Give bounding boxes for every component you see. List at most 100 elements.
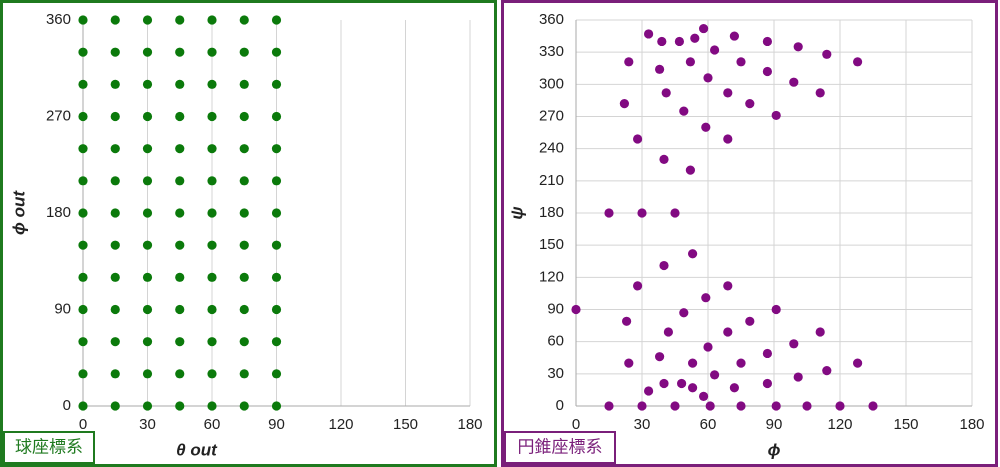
annotation: 球座標系: [15, 437, 83, 456]
point: [271, 15, 282, 25]
point: [659, 260, 669, 271]
point: [663, 327, 674, 337]
point: [729, 31, 740, 41]
point: [644, 386, 654, 396]
point: [271, 369, 282, 379]
point: [637, 401, 647, 411]
x-tick-label: 150: [393, 416, 418, 433]
point: [175, 337, 185, 347]
point: [815, 88, 825, 98]
point: [110, 304, 120, 315]
point: [142, 401, 153, 411]
x-tick-label: 90: [766, 416, 783, 433]
point: [239, 337, 249, 347]
point: [729, 383, 740, 393]
point: [271, 144, 282, 154]
y-tick-label: 360: [46, 11, 71, 28]
point: [110, 240, 120, 250]
point: [239, 272, 249, 282]
annotation-box: [3, 431, 95, 464]
x-tick-label: 120: [827, 416, 852, 433]
point: [271, 111, 282, 122]
point: [175, 144, 185, 154]
y-axis-title: ϕ out: [9, 190, 28, 235]
y-tick-label: 120: [539, 268, 564, 285]
point: [175, 272, 185, 282]
point: [622, 316, 632, 326]
point: [175, 111, 185, 122]
point: [644, 29, 654, 39]
point: [674, 36, 685, 47]
x-tick-label: 0: [572, 416, 580, 433]
point: [239, 240, 249, 250]
point: [142, 272, 153, 282]
point: [789, 77, 799, 87]
point: [762, 66, 773, 77]
chart-frame: [0, 0, 497, 467]
point: [685, 57, 696, 67]
point: [239, 401, 249, 411]
point: [271, 208, 282, 218]
point: [175, 208, 185, 218]
x-tick-label: 60: [700, 416, 717, 433]
point: [239, 47, 249, 57]
point: [736, 358, 746, 368]
point: [624, 358, 634, 368]
point: [688, 249, 698, 259]
point: [78, 144, 88, 154]
point: [736, 401, 746, 411]
x-tick-label: 60: [204, 416, 221, 433]
point: [659, 154, 669, 164]
point: [142, 111, 153, 122]
y-tick-label: 90: [54, 300, 71, 317]
point: [110, 369, 120, 379]
point: [78, 47, 88, 57]
point: [78, 240, 88, 250]
point: [723, 281, 733, 291]
point: [78, 208, 88, 218]
point: [271, 304, 282, 315]
x-tick-label: 150: [893, 416, 918, 433]
y-tick-label: 0: [556, 397, 564, 414]
point: [822, 366, 832, 376]
point: [239, 208, 249, 218]
point: [207, 176, 217, 186]
point: [679, 308, 689, 318]
point: [110, 47, 120, 57]
point: [793, 372, 803, 382]
point: [701, 293, 711, 303]
y-tick-label: 30: [547, 365, 564, 382]
point: [142, 304, 153, 315]
point: [142, 47, 153, 57]
point: [110, 79, 120, 89]
point: [110, 144, 120, 154]
y-tick-label: 330: [539, 43, 564, 60]
point: [239, 304, 249, 315]
point: [175, 176, 185, 186]
point: [207, 369, 217, 379]
point: [239, 144, 249, 154]
x-tick-label: 0: [79, 416, 87, 433]
point: [571, 304, 581, 315]
point: [110, 208, 120, 218]
point: [619, 99, 630, 109]
annotation: 円錐座標系: [518, 437, 603, 456]
point: [604, 401, 614, 411]
point: [793, 42, 803, 52]
point: [771, 110, 781, 121]
point: [710, 45, 720, 55]
x-axis-title: ϕ: [768, 440, 781, 459]
point: [110, 15, 120, 25]
point: [762, 36, 773, 47]
x-tick-label: 90: [268, 416, 285, 433]
point: [271, 272, 282, 282]
point: [239, 79, 249, 89]
point: [110, 272, 120, 282]
y-tick-label: 270: [539, 107, 564, 124]
point: [604, 208, 614, 218]
y-tick-label: 180: [46, 204, 71, 221]
point: [637, 208, 647, 218]
point: [110, 176, 120, 186]
point: [868, 401, 878, 411]
